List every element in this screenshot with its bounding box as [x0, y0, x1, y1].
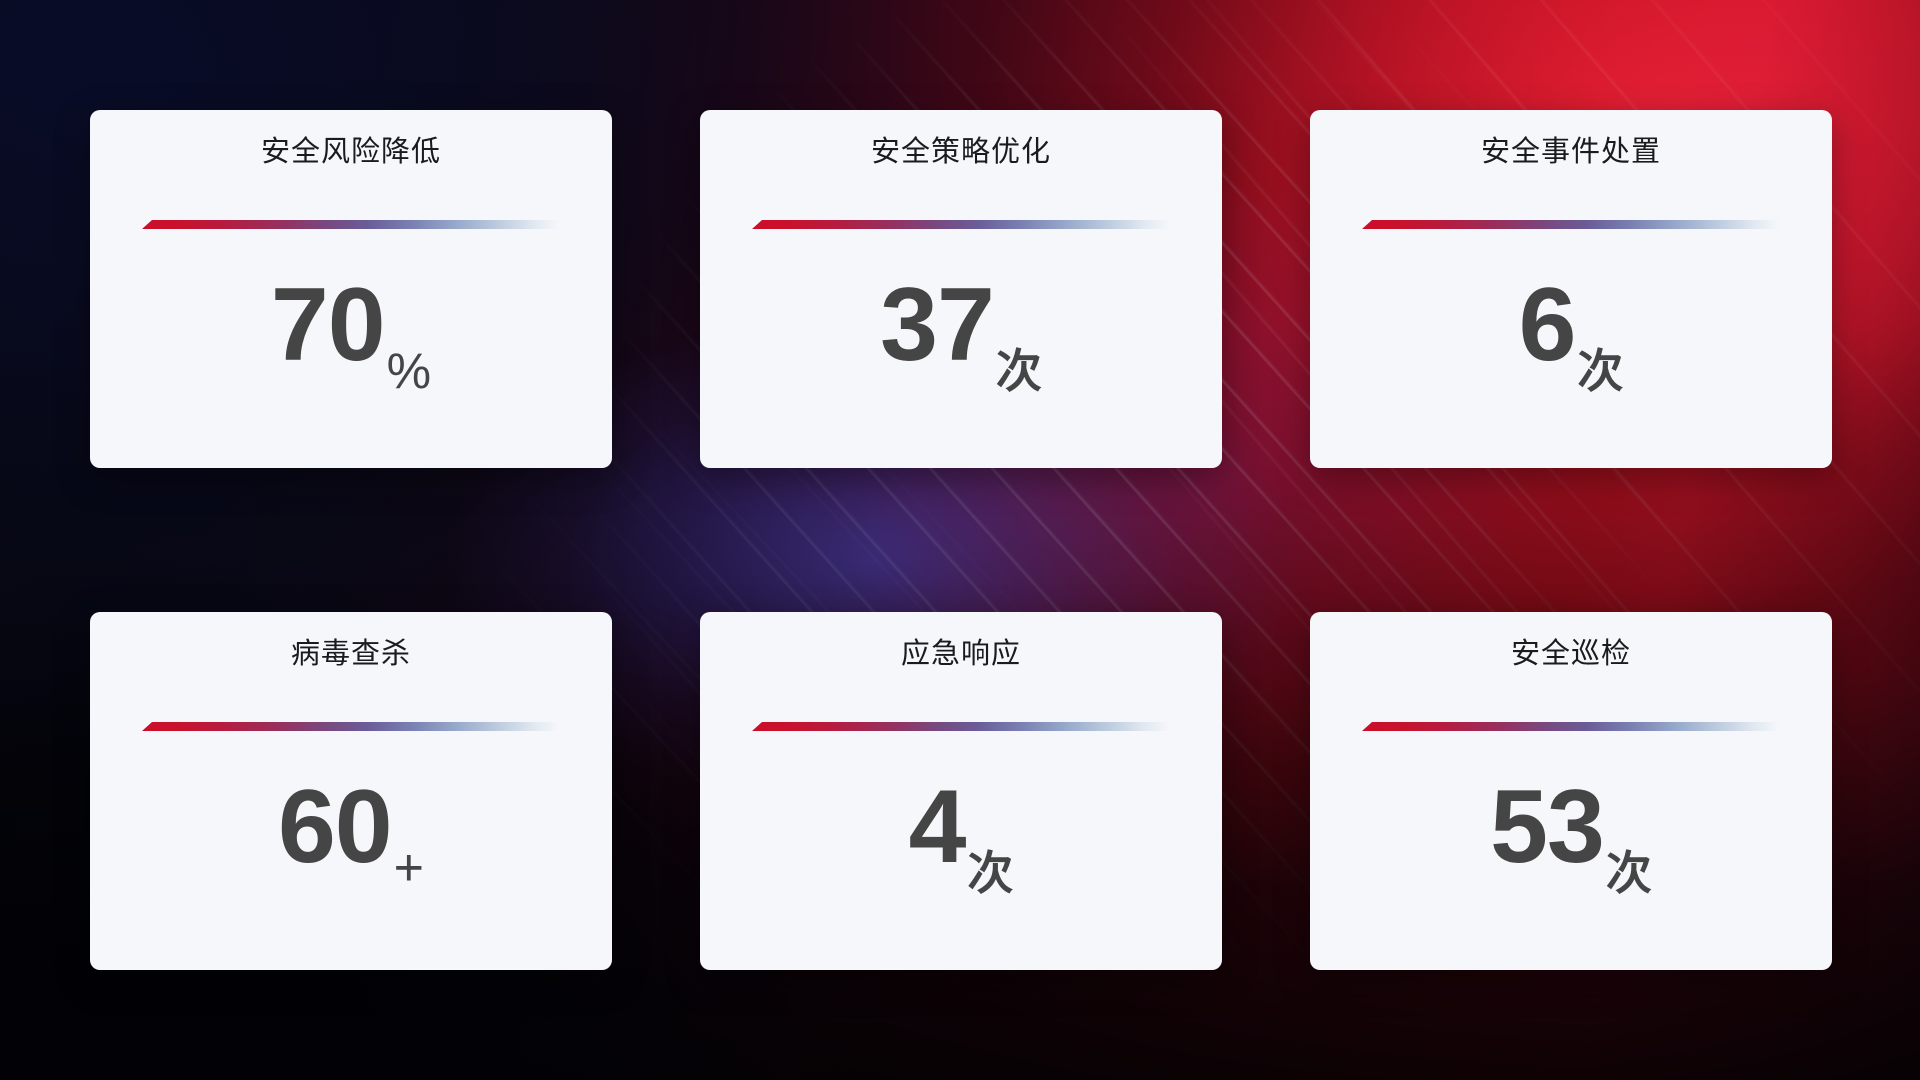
metric-card-value: 60 + [90, 752, 612, 902]
metric-card-divider [752, 220, 1170, 229]
metric-card-divider [1362, 220, 1780, 229]
metric-value-number: 37 [880, 267, 995, 383]
metric-value-suffix: 次 [1577, 345, 1624, 397]
metric-value-number: 53 [1490, 769, 1605, 885]
metric-card-value: 53 次 [1310, 752, 1832, 902]
metric-card-value: 37 次 [700, 250, 1222, 400]
metric-card-title: 病毒查杀 [290, 638, 411, 670]
metric-card-divider [752, 722, 1170, 731]
metric-card-security-risk-reduction[interactable]: 安全风险降低 70 % [90, 110, 612, 468]
metric-card-virus-removal[interactable]: 病毒查杀 60 + [90, 612, 612, 970]
metric-value-number: 4 [908, 769, 967, 885]
metric-card-divider [142, 722, 560, 731]
metric-card-value: 70 % [90, 250, 612, 400]
metric-value-suffix: % [386, 343, 432, 399]
metric-card-title: 安全策略优化 [870, 136, 1051, 168]
metric-value-number: 6 [1518, 267, 1577, 383]
metric-value-suffix: 次 [995, 345, 1042, 397]
metric-card-divider [1362, 722, 1780, 731]
metric-value-suffix: 次 [1605, 847, 1652, 899]
metric-card-title: 安全事件处置 [1480, 136, 1661, 168]
metric-card-divider [142, 220, 560, 229]
metric-card-title: 安全巡检 [1510, 638, 1631, 670]
metric-card-value: 6 次 [1310, 250, 1832, 400]
metric-value-number: 70 [270, 267, 386, 383]
metric-card-policy-optimization[interactable]: 安全策略优化 37 次 [700, 110, 1222, 468]
metric-card-title: 应急响应 [900, 638, 1021, 670]
metric-card-incident-handling[interactable]: 安全事件处置 6 次 [1310, 110, 1832, 468]
metric-card-emergency-response[interactable]: 应急响应 4 次 [700, 612, 1222, 970]
metric-value-number: 60 [277, 769, 393, 885]
metric-card-security-inspection[interactable]: 安全巡检 53 次 [1310, 612, 1832, 970]
metric-card-grid: 安全风险降低 70 % 安全策略优化 37 次 安全事件处置 6 次 病毒查 [90, 110, 1832, 970]
metric-card-title: 安全风险降低 [260, 136, 441, 168]
metric-value-suffix: 次 [967, 847, 1014, 899]
metric-card-value: 4 次 [700, 752, 1222, 902]
metric-value-suffix: + [393, 839, 425, 897]
